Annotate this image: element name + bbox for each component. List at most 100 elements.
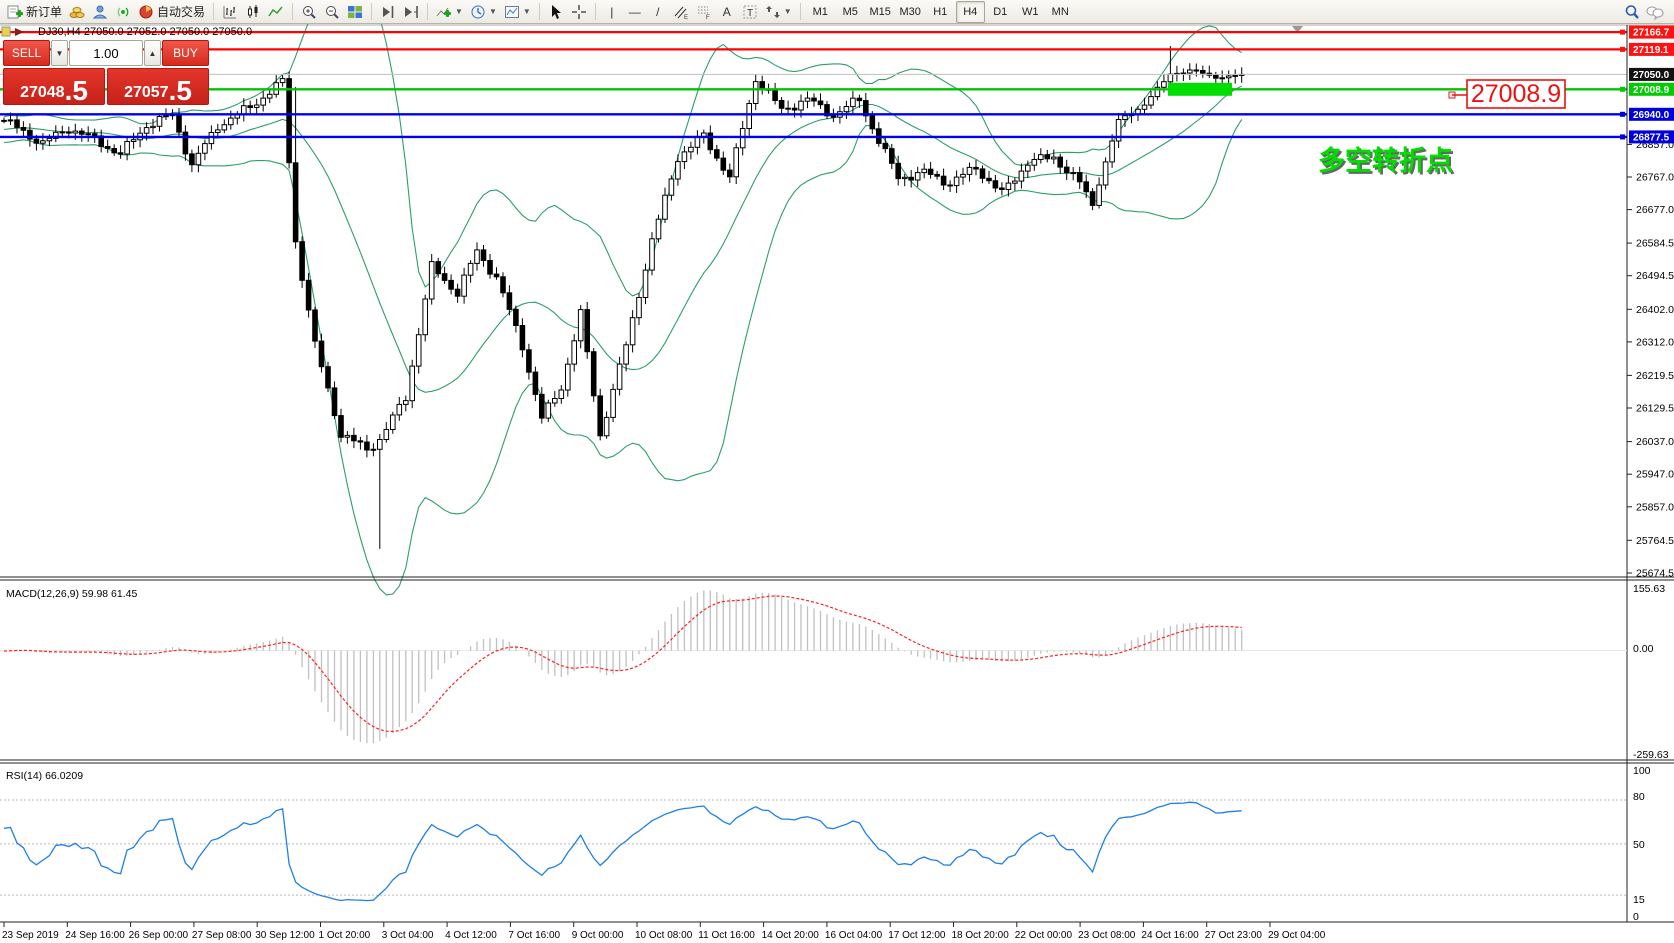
svg-text:26877.5: 26877.5	[1633, 132, 1670, 143]
tile-windows-button[interactable]	[344, 2, 366, 22]
buy-price-fraction: .5	[168, 74, 192, 106]
cursor-icon	[551, 4, 561, 19]
volume-input[interactable]	[69, 40, 143, 66]
clock-icon	[471, 5, 485, 18]
fibonacci-icon: F	[697, 6, 710, 20]
timeframe-button-m30[interactable]: M30	[899, 5, 921, 18]
svg-text:14 Oct 20:00: 14 Oct 20:00	[762, 930, 820, 941]
signals-button[interactable]	[112, 2, 134, 22]
svg-text:0: 0	[1633, 911, 1639, 923]
autotrading-button[interactable]: 自动交易	[135, 2, 208, 22]
timeframe-button-h4[interactable]: H4	[955, 0, 985, 23]
horizontal-line-tool-button[interactable]: —	[624, 2, 646, 22]
chart-shift-marker[interactable]	[1292, 26, 1303, 33]
sell-price-display[interactable]: 27048 .5	[3, 68, 105, 105]
toolbar-separator	[292, 3, 294, 20]
svg-text:80: 80	[1633, 791, 1645, 803]
macd-signal-line	[3, 595, 1242, 733]
timeframe-group: M1 M5 M15 M30 H1 H4 D1 W1 MN	[806, 0, 1075, 23]
indicators-menu-button[interactable]: ▼	[433, 2, 466, 22]
svg-text:F: F	[706, 15, 710, 20]
tile-windows-icon	[348, 5, 363, 18]
bar-chart-mode-button[interactable]	[219, 2, 241, 22]
time-axis: 23 Sep 2019 24 Sep 16:00 26 Sep 00:00 27 Se…	[2, 922, 1326, 941]
toolbar-separator	[213, 3, 215, 20]
svg-text:0.00: 0.00	[1633, 643, 1654, 655]
dropdown-caret: ▼	[455, 6, 463, 16]
vertical-line-tool-button[interactable]: |	[601, 2, 623, 22]
candle-chart-mode-button[interactable]	[242, 2, 264, 22]
toolbar-separator	[538, 3, 540, 20]
chart-canvas[interactable]: 26857.026767.026677.026584.526494.526402…	[0, 24, 1674, 943]
zoom-out-icon	[326, 5, 339, 19]
channel-tool-button[interactable]: E	[670, 2, 692, 22]
crosshair-tool-button[interactable]	[568, 2, 590, 22]
arrows-icon	[765, 5, 780, 18]
symbol-marker-icon	[15, 28, 24, 36]
svg-text:26312.0: 26312.0	[1636, 336, 1674, 348]
svg-text:7 Oct 16:00: 7 Oct 16:00	[508, 930, 560, 941]
signal-icon	[117, 6, 129, 17]
svg-text:16 Oct 04:00: 16 Oct 04:00	[825, 930, 883, 941]
timeframe-button-m15[interactable]: M15	[869, 5, 891, 18]
zoom-out-button[interactable]	[321, 2, 343, 22]
timeframe-button-d1[interactable]: D1	[993, 5, 1008, 18]
zoom-in-button[interactable]	[298, 2, 320, 22]
buy-price-display[interactable]: 27057 .5	[107, 68, 209, 105]
text-label-icon: T	[743, 5, 757, 19]
new-order-icon	[7, 5, 23, 18]
template-icon	[504, 5, 519, 18]
svg-text:27 Sep 08:00: 27 Sep 08:00	[192, 930, 252, 941]
text-a-icon: A	[722, 4, 731, 19]
svg-text:27050.0: 27050.0	[1633, 70, 1670, 81]
volume-increase-button[interactable]: ▲	[144, 40, 161, 66]
svg-text:26940.0: 26940.0	[1633, 110, 1670, 121]
timeframe-button-h1[interactable]: H1	[933, 5, 948, 18]
timeframe-button-m5[interactable]: M5	[842, 5, 858, 18]
gold-chart-button[interactable]	[66, 2, 88, 22]
pivot-highlight-bar[interactable]	[1168, 82, 1232, 96]
chart-shift-button[interactable]	[400, 2, 422, 22]
new-order-button[interactable]: 新订单	[4, 2, 65, 22]
period-menu-button[interactable]: ▼	[467, 2, 500, 22]
one-click-trade-panel: SELL ▼ ▲ BUY 27048 .5 27057 .5	[3, 40, 209, 105]
svg-text:27166.7: 27166.7	[1633, 28, 1670, 39]
fibonacci-tool-button[interactable]: F	[693, 2, 715, 22]
svg-text:1 Oct 20:00: 1 Oct 20:00	[319, 930, 371, 941]
timeframe-button-w1[interactable]: W1	[1021, 5, 1039, 18]
sell-button[interactable]: SELL	[3, 40, 50, 66]
search-icon[interactable]	[1624, 4, 1640, 20]
timeframe-button-mn[interactable]: MN	[1051, 5, 1069, 18]
volume-decrease-button[interactable]: ▼	[51, 40, 68, 66]
horizontal-level-lines[interactable]	[0, 30, 1627, 139]
line-chart-mode-button[interactable]	[265, 2, 287, 22]
vline-icon: |	[610, 4, 614, 19]
market-watch-button[interactable]	[89, 2, 111, 22]
buy-button[interactable]: BUY	[162, 40, 209, 66]
price-callout[interactable]: 27008.9	[1448, 79, 1566, 109]
pivot-note-text: 多空转折点	[1318, 145, 1453, 176]
svg-text:4 Oct 12:00: 4 Oct 12:00	[445, 930, 497, 941]
arrows-tool-button[interactable]: ▼	[762, 2, 795, 22]
svg-text:25857.0: 25857.0	[1636, 501, 1674, 513]
svg-text:9 Oct 00:00: 9 Oct 00:00	[572, 930, 624, 941]
callout-price-text: 27008.9	[1471, 80, 1561, 108]
chart-background	[0, 25, 1674, 943]
svg-text:多空转折点: 多空转折点	[1320, 147, 1455, 178]
svg-text:26219.5: 26219.5	[1636, 370, 1674, 382]
label-tool-button[interactable]: T	[739, 2, 761, 22]
template-menu-button[interactable]: ▼	[501, 2, 534, 22]
symbol-ohlc-text: DJ30,H4 27050.0 27052.0 27050.0 27050.0	[38, 26, 252, 38]
svg-text:18 Oct 20:00: 18 Oct 20:00	[952, 930, 1010, 941]
timeframe-button-m1[interactable]: M1	[812, 5, 828, 18]
sell-price-fraction: .5	[64, 74, 88, 106]
toolbar-separator	[371, 3, 373, 20]
cursor-tool-button[interactable]	[545, 2, 567, 22]
dropdown-caret: ▼	[522, 6, 531, 16]
text-tool-button[interactable]: A	[716, 2, 738, 22]
dropdown-caret: ▼	[488, 6, 497, 16]
chat-icon[interactable]	[1646, 4, 1664, 20]
auto-scroll-button[interactable]	[377, 2, 399, 22]
trendline-tool-button[interactable]: /	[647, 2, 669, 22]
